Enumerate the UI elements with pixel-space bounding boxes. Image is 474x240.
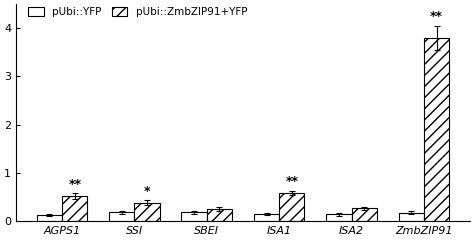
Bar [182, 212, 207, 221]
Bar [352, 209, 377, 221]
Text: **: ** [68, 178, 81, 191]
Bar [135, 203, 160, 221]
Bar [254, 214, 279, 221]
Bar [109, 212, 135, 221]
Bar [62, 196, 87, 221]
Legend: pUbi::YFP, pUbi::ZmbZIP91+YFP: pUbi::YFP, pUbi::ZmbZIP91+YFP [26, 5, 249, 19]
Bar [207, 209, 232, 221]
Bar [37, 215, 62, 221]
Bar [424, 38, 449, 221]
Bar [399, 213, 424, 221]
Text: **: ** [430, 10, 443, 24]
Bar [326, 214, 352, 221]
Text: **: ** [285, 175, 298, 188]
Bar [279, 193, 304, 221]
Text: *: * [144, 185, 150, 198]
